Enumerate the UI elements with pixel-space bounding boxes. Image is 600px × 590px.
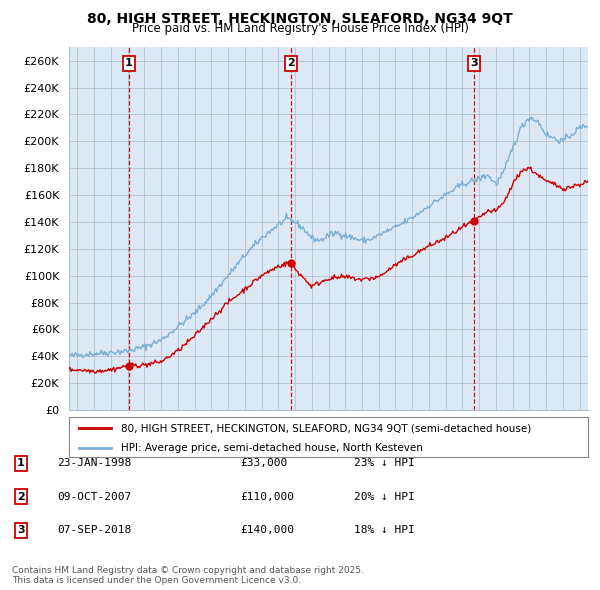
- Text: Price paid vs. HM Land Registry's House Price Index (HPI): Price paid vs. HM Land Registry's House …: [131, 22, 469, 35]
- Text: 23-JAN-1998: 23-JAN-1998: [57, 458, 131, 468]
- Text: 07-SEP-2018: 07-SEP-2018: [57, 526, 131, 535]
- Text: £33,000: £33,000: [240, 458, 287, 468]
- Text: 80, HIGH STREET, HECKINGTON, SLEAFORD, NG34 9QT: 80, HIGH STREET, HECKINGTON, SLEAFORD, N…: [87, 12, 513, 26]
- Text: 09-OCT-2007: 09-OCT-2007: [57, 492, 131, 502]
- Text: 1: 1: [17, 458, 25, 468]
- Text: 80, HIGH STREET, HECKINGTON, SLEAFORD, NG34 9QT (semi-detached house): 80, HIGH STREET, HECKINGTON, SLEAFORD, N…: [121, 424, 531, 434]
- Text: 18% ↓ HPI: 18% ↓ HPI: [354, 526, 415, 535]
- Text: 23% ↓ HPI: 23% ↓ HPI: [354, 458, 415, 468]
- Text: 2: 2: [17, 492, 25, 502]
- Text: 2: 2: [287, 58, 295, 68]
- Text: £140,000: £140,000: [240, 526, 294, 535]
- Text: £110,000: £110,000: [240, 492, 294, 502]
- Text: 3: 3: [470, 58, 478, 68]
- Text: 20% ↓ HPI: 20% ↓ HPI: [354, 492, 415, 502]
- Text: 1: 1: [125, 58, 133, 68]
- Text: 3: 3: [17, 526, 25, 535]
- Text: Contains HM Land Registry data © Crown copyright and database right 2025.
This d: Contains HM Land Registry data © Crown c…: [12, 566, 364, 585]
- Text: HPI: Average price, semi-detached house, North Kesteven: HPI: Average price, semi-detached house,…: [121, 444, 423, 454]
